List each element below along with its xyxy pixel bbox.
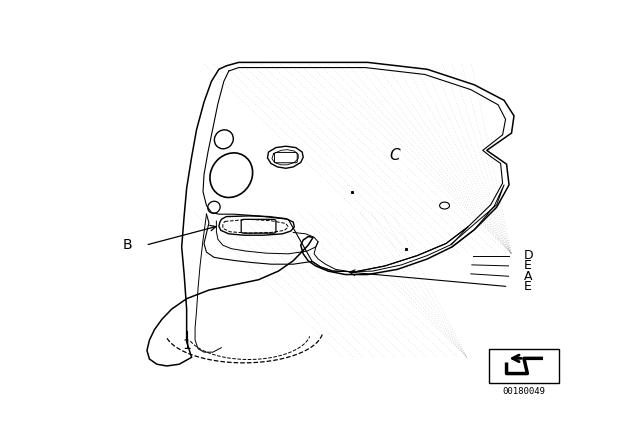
Bar	[489, 349, 559, 383]
Text: 1: 1	[182, 338, 191, 352]
Text: 00180049: 00180049	[502, 388, 545, 396]
Text: A: A	[524, 270, 532, 283]
Text: E: E	[524, 259, 532, 272]
Text: B: B	[122, 238, 132, 252]
Text: D: D	[524, 249, 534, 262]
Text: C: C	[390, 148, 400, 163]
Text: E: E	[524, 280, 532, 293]
